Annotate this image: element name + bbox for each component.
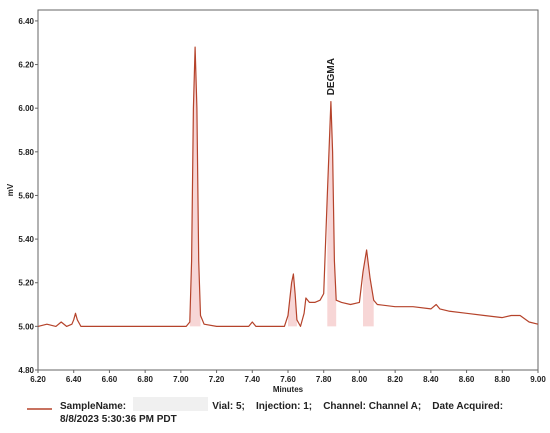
y-tick-label: 5.80 bbox=[18, 148, 34, 157]
x-tick-label: 7.20 bbox=[209, 375, 225, 384]
peak-area bbox=[189, 47, 201, 327]
x-tick-label: 7.80 bbox=[316, 375, 332, 384]
y-tick-label: 5.40 bbox=[18, 235, 34, 244]
x-tick-label: 9.00 bbox=[530, 375, 546, 384]
x-tick-label: 7.60 bbox=[280, 375, 296, 384]
x-tick-label: 8.60 bbox=[459, 375, 475, 384]
legend-redacted-name bbox=[133, 397, 208, 411]
y-axis-title: mV bbox=[6, 183, 15, 196]
x-tick-label: 8.80 bbox=[494, 375, 510, 384]
peak-highlights bbox=[189, 47, 374, 327]
x-tick-label: 6.80 bbox=[137, 375, 153, 384]
x-axis-title: Minutes bbox=[273, 385, 304, 394]
series-group bbox=[37, 46, 539, 327]
legend-line-1: SampleName: Vial: 5; Injection: 1; Chann… bbox=[60, 401, 503, 412]
series-line bbox=[37, 46, 539, 327]
x-tick-label: 8.20 bbox=[387, 375, 403, 384]
peak-annotation: DEGMA bbox=[326, 58, 337, 95]
x-tick-label: 8.40 bbox=[423, 375, 439, 384]
y-tick-label: 6.20 bbox=[18, 61, 34, 70]
y-tick-label: 5.60 bbox=[18, 191, 34, 200]
y-tick-label: 6.00 bbox=[18, 104, 34, 113]
y-tick-label: 4.80 bbox=[18, 366, 34, 375]
y-tick-label: 5.20 bbox=[18, 279, 34, 288]
y-tick-label: 5.00 bbox=[18, 322, 34, 331]
x-axis: 6.20 6.40 6.60 6.80 7.00 7.20 7.40 7.60 7.80 8.00… bbox=[30, 370, 546, 384]
y-tick-label: 6.40 bbox=[18, 17, 34, 26]
legend-line-2: 8/8/2023 5:30:36 PM PDT bbox=[60, 414, 177, 425]
annotations: DEGMA bbox=[326, 58, 337, 95]
peak-area bbox=[327, 101, 337, 327]
x-tick-label: 6.40 bbox=[66, 375, 82, 384]
x-tick-label: 6.20 bbox=[30, 375, 46, 384]
x-tick-label: 6.60 bbox=[102, 375, 118, 384]
y-axis: 4.80 5.00 5.20 5.40 5.60 5.80 6.00 6.20 6.40 bbox=[18, 17, 38, 375]
x-tick-label: 7.00 bbox=[173, 375, 189, 384]
plot-area bbox=[37, 9, 539, 371]
peak-area bbox=[288, 274, 297, 327]
x-tick-label: 7.40 bbox=[244, 375, 260, 384]
x-tick-label: 8.00 bbox=[352, 375, 368, 384]
peak-area bbox=[363, 250, 374, 327]
